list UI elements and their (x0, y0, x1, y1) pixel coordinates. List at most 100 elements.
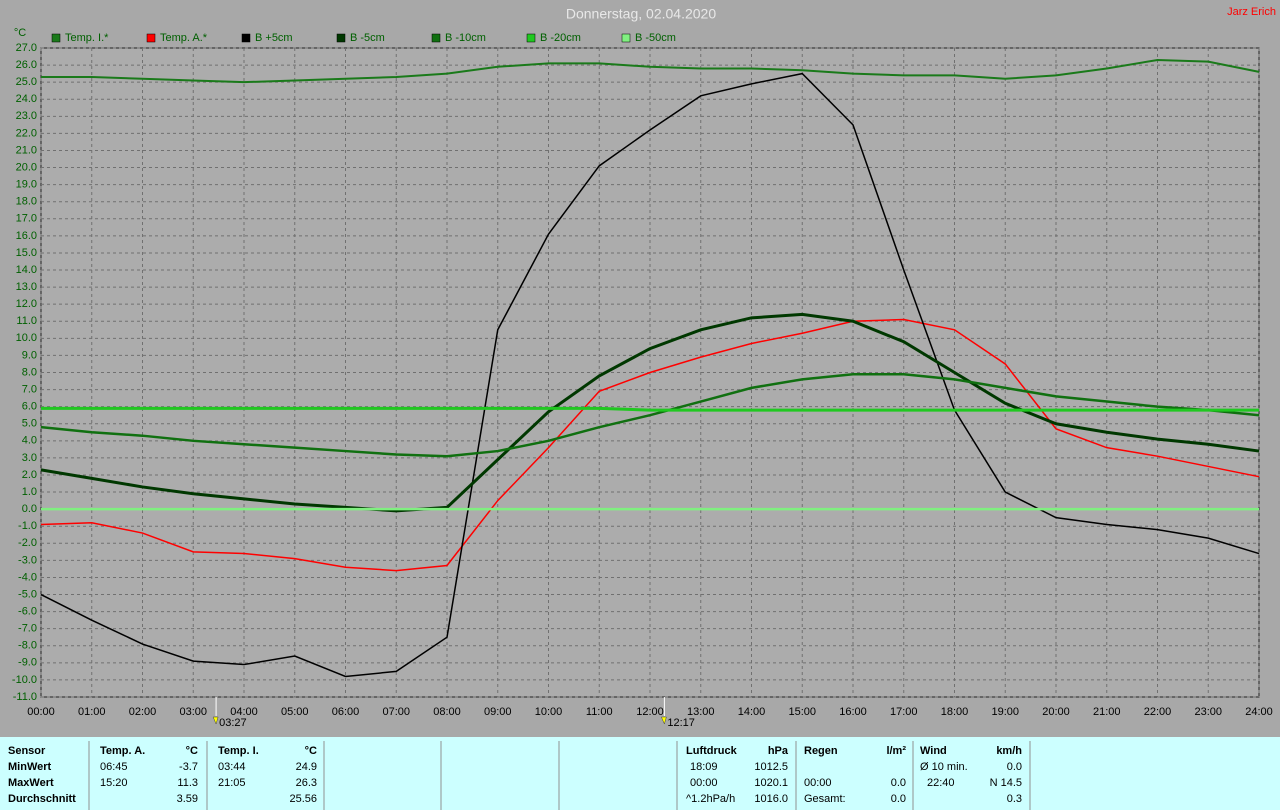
author: Jarz Erich (1227, 6, 1276, 18)
stats-cell: 11.3 (177, 777, 198, 789)
stats-cell: ^1.2hPa/h (686, 793, 735, 805)
stats-cell: 1012.5 (754, 761, 788, 773)
y-tick-label: 2.0 (22, 469, 37, 481)
y-tick-label: 20.0 (16, 161, 37, 173)
stats-header: Luftdruck (686, 745, 738, 757)
stats-header: l/m² (886, 745, 906, 757)
y-tick-label: 26.0 (16, 59, 37, 71)
x-tick-label: 22:00 (1144, 706, 1172, 718)
y-tick-label: -6.0 (18, 606, 37, 618)
y-tick-label: 12.0 (16, 298, 37, 310)
y-tick-label: 16.0 (16, 230, 37, 242)
y-tick-label: 19.0 (16, 179, 37, 191)
legend-label: Temp. I.* (65, 32, 109, 44)
x-tick-label: 06:00 (332, 706, 360, 718)
y-tick-label: 18.0 (16, 196, 37, 208)
y-tick-label: -3.0 (18, 554, 37, 566)
x-tick-label: 14:00 (738, 706, 766, 718)
legend-label: Temp. A.* (160, 32, 208, 44)
stats-cell: 21:05 (218, 777, 246, 789)
chart-title: Donnerstag, 02.04.2020 (566, 6, 716, 22)
x-tick-label: 15:00 (788, 706, 816, 718)
x-tick-label: 09:00 (484, 706, 512, 718)
y-tick-label: 3.0 (22, 452, 37, 464)
stats-cell: 25.56 (289, 793, 317, 805)
stats-header: km/h (996, 745, 1022, 757)
x-tick-label: 05:00 (281, 706, 309, 718)
x-tick-label: 08:00 (433, 706, 461, 718)
stats-cell: 00:00 (690, 777, 718, 789)
y-tick-label: -5.0 (18, 588, 37, 600)
y-tick-label: 25.0 (16, 76, 37, 88)
x-tick-label: 18:00 (941, 706, 969, 718)
legend-swatch (241, 33, 251, 43)
y-tick-label: 15.0 (16, 247, 37, 259)
legend-label: B -20cm (540, 32, 581, 44)
x-tick-label: 17:00 (890, 706, 918, 718)
annotation-icon (212, 716, 219, 725)
stats-header: Sensor (8, 745, 46, 757)
x-tick-label: 23:00 (1194, 706, 1222, 718)
y-tick-label: 17.0 (16, 213, 37, 225)
y-tick-label: 5.0 (22, 418, 37, 430)
y-tick-label: 4.0 (22, 435, 37, 447)
stats-cell: 06:45 (100, 761, 128, 773)
y-tick-label: 8.0 (22, 366, 37, 378)
x-tick-label: 24:00 (1245, 706, 1273, 718)
y-tick-label: -8.0 (18, 640, 37, 652)
series-line (40, 72, 1260, 678)
series-line (40, 312, 1260, 513)
x-tick-label: 01:00 (78, 706, 106, 718)
x-tick-label: 21:00 (1093, 706, 1121, 718)
stats-header: hPa (768, 745, 789, 757)
x-tick-label: 03:00 (179, 706, 207, 718)
stats-header: °C (305, 745, 317, 757)
y-tick-label: -4.0 (18, 571, 37, 583)
y-tick-label: 21.0 (16, 144, 37, 156)
stats-cell: N 14.5 (990, 777, 1022, 789)
x-tick-label: 16:00 (839, 706, 867, 718)
x-tick-label: 20:00 (1042, 706, 1070, 718)
stats-header: Temp. I. (218, 745, 259, 757)
y-tick-label: 11.0 (16, 315, 37, 327)
panel-separators (88, 741, 1031, 810)
x-tick-label: 11:00 (586, 706, 613, 718)
x-tick-label: 12:00 (636, 706, 664, 718)
annotation: 03:27 (219, 717, 247, 729)
stats-row-label: Durchschnitt (8, 793, 76, 805)
stats-cell: 0.0 (891, 793, 906, 805)
stats-cell: -3.7 (179, 761, 198, 773)
y-tick-label: 9.0 (22, 349, 37, 361)
stats-cell: 0.0 (1007, 761, 1022, 773)
y-tick-label: 0.0 (22, 503, 37, 515)
y-tick-label: 10.0 (16, 332, 37, 344)
legend-swatch (621, 33, 631, 43)
y-tick-label: 14.0 (16, 264, 37, 276)
stats-cell: 03:44 (218, 761, 246, 773)
series-line (41, 406, 1259, 412)
stats-cell: Ø 10 min. (920, 761, 968, 773)
stats-row-label: MaxWert (8, 777, 54, 789)
x-tick-label: 13:00 (687, 706, 715, 718)
y-tick-label: -7.0 (18, 623, 37, 635)
y-tick-label: 13.0 (16, 281, 37, 293)
stats-cell: 26.3 (296, 777, 317, 789)
stats-panel (0, 737, 1280, 810)
series-line (40, 372, 1260, 458)
stats-header: Temp. A. (100, 745, 145, 757)
legend-swatch (146, 33, 156, 43)
y-tick-label: 1.0 (22, 486, 37, 498)
legend-swatch (526, 33, 536, 43)
stats-cell: 1020.1 (754, 777, 788, 789)
stats-row-label: MinWert (8, 761, 52, 773)
y-tick-label: -10.0 (12, 674, 37, 686)
legend-label: B -10cm (445, 32, 486, 44)
stats-cell: 22:40 (927, 777, 955, 789)
stats-cell: 24.9 (296, 761, 317, 773)
stats-header: °C (186, 745, 198, 757)
x-tick-label: 19:00 (991, 706, 1019, 718)
y-tick-label: 22.0 (16, 127, 37, 139)
legend-label: B -50cm (635, 32, 676, 44)
